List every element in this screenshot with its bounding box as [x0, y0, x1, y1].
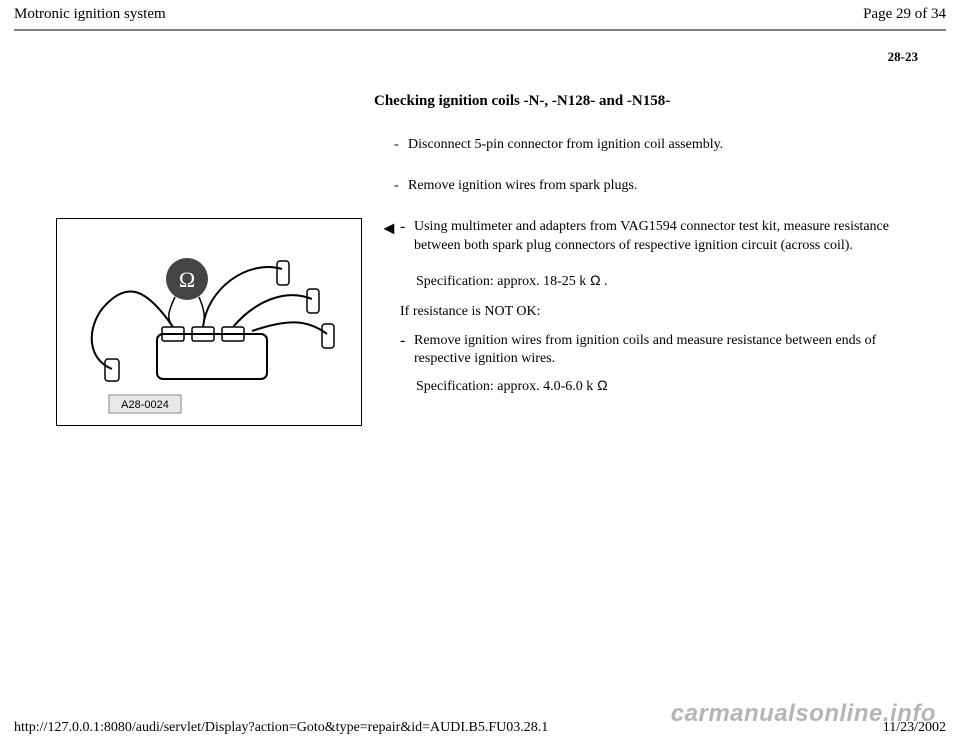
- bullet-text: Disconnect 5-pin connector from ignition…: [408, 136, 723, 155]
- bullet-text: Using multimeter and adapters from VAG15…: [414, 218, 916, 256]
- bullet-dash: -: [394, 177, 408, 196]
- arrow-icon: ◄: [380, 218, 400, 237]
- footer-date: 11/23/2002: [883, 720, 946, 736]
- header-page-of: Page 29 of 34: [863, 6, 946, 23]
- bullet-text: Remove ignition wires from ignition coil…: [414, 332, 916, 370]
- content-area: Checking ignition coils -N-, -N128- and …: [0, 93, 960, 426]
- bullet-text: Remove ignition wires from spark plugs.: [408, 177, 637, 196]
- bullet-dash: -: [400, 332, 414, 350]
- footer-url: http://127.0.0.1:8080/audi/servlet/Displ…: [14, 720, 548, 736]
- spec-text: Specification: approx. 18-25 k: [416, 274, 586, 289]
- page-header: Motronic ignition system Page 29 of 34: [0, 0, 960, 27]
- bullet-dash: -: [400, 218, 414, 236]
- arrow-bullet: ◄ - Using multimeter and adapters from V…: [380, 218, 916, 264]
- page-footer: http://127.0.0.1:8080/audi/servlet/Displ…: [0, 720, 960, 736]
- spec-text: Specification: approx. 4.0-6.0 k: [416, 379, 593, 394]
- page-code: 28-23: [0, 31, 960, 65]
- bullet-item: - Remove ignition wires from ignition co…: [400, 332, 916, 370]
- spec-line: Specification: approx. 18-25 k Ω .: [416, 272, 916, 290]
- diagram: Ω A28-0024: [56, 218, 362, 426]
- diagram-svg: Ω A28-0024: [57, 219, 363, 427]
- right-column: ◄ - Using multimeter and adapters from V…: [380, 218, 946, 410]
- sub-heading: If resistance is NOT OK:: [400, 304, 916, 320]
- spec-line: Specification: approx. 4.0-6.0 k Ω: [416, 377, 916, 395]
- image-text-row: Ω A28-0024: [14, 218, 946, 426]
- bullet-item: - Disconnect 5-pin connector from igniti…: [394, 136, 724, 155]
- section-heading: Checking ignition coils -N-, -N128- and …: [374, 93, 946, 110]
- header-title: Motronic ignition system: [14, 6, 166, 23]
- ohm-icon: Ω: [593, 377, 607, 393]
- ohm-icon: Ω: [586, 272, 600, 288]
- bullet-item: - Remove ignition wires from spark plugs…: [394, 177, 724, 196]
- bullet-dash: -: [394, 136, 408, 155]
- diagram-label: A28-0024: [121, 399, 169, 411]
- spec-suffix: .: [601, 274, 608, 289]
- ohm-icon: Ω: [179, 267, 195, 292]
